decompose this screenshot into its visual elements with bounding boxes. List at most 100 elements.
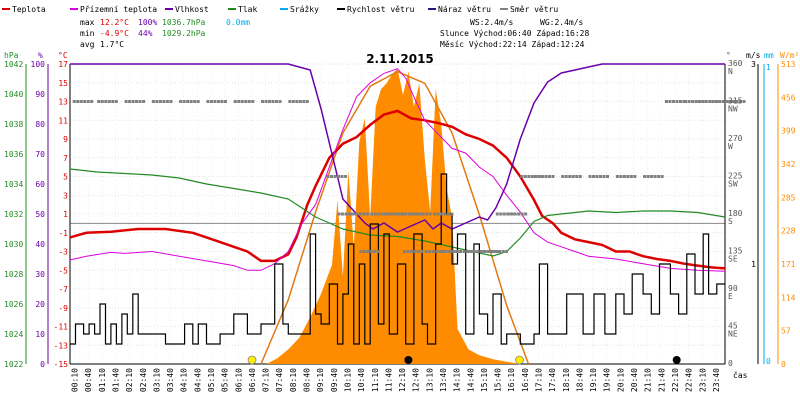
wind-direction-point <box>626 175 630 178</box>
wind-direction-point <box>428 250 432 253</box>
wind-direction-point <box>337 175 341 178</box>
legend-entry: Směr větru <box>510 5 558 14</box>
time-tick: 12:40 <box>412 368 421 392</box>
wind-direction-point <box>606 175 610 178</box>
wind-direction-point <box>413 250 417 253</box>
wind-direction-point <box>718 100 722 103</box>
wind-direction-point <box>547 175 551 178</box>
radiation-tick: 285 <box>781 193 796 202</box>
pressure-tick: 1024 <box>4 330 23 339</box>
direction-tick: 0 <box>728 359 733 368</box>
temperature-tick: -1 <box>58 229 68 238</box>
time-tick: 18:10 <box>562 368 571 392</box>
wind-direction-point <box>505 250 509 253</box>
wind-direction-point <box>520 212 524 216</box>
time-tick: 14:10 <box>453 368 462 392</box>
humidity-tick: 10 <box>35 330 45 339</box>
wind-direction-point <box>650 175 654 178</box>
wind-direction-point <box>533 175 537 178</box>
wind-direction-point <box>209 100 213 103</box>
temperature-tick: -13 <box>54 341 69 350</box>
wind-direction-point <box>162 100 166 103</box>
wind-direction-point <box>446 212 450 216</box>
time-tick: 05:10 <box>207 368 216 392</box>
wind-direction-point <box>76 100 80 103</box>
temperature-tick: 3 <box>63 191 68 200</box>
time-tick: 12:10 <box>398 368 407 392</box>
wind-direction-point <box>487 250 491 253</box>
wind-direction-point <box>186 100 190 103</box>
time-tick: 04:40 <box>193 368 202 392</box>
direction-tick: 225 <box>728 172 743 181</box>
wind-direction-point <box>732 100 735 103</box>
time-tick: 00:10 <box>71 368 80 392</box>
wind-direction-point <box>479 250 483 253</box>
wind-direction-point <box>482 250 486 253</box>
wind-direction-point <box>275 100 279 103</box>
wind-direction-point <box>237 100 241 103</box>
wind-direction-point <box>86 100 90 103</box>
pressure-tick: 1022 <box>4 360 23 369</box>
wind-direction-point <box>619 175 623 178</box>
temperature-tick: 13 <box>58 98 68 107</box>
max-temp: 12.2°C <box>100 18 129 27</box>
wind-direction-point <box>302 100 306 103</box>
wind-direction-point <box>351 212 355 216</box>
max-label: max <box>80 18 95 27</box>
time-tick: 08:10 <box>289 368 298 392</box>
wind-direction-point <box>739 100 742 103</box>
wind-direction-point <box>261 100 265 103</box>
wind-direction-point <box>520 175 524 178</box>
time-tick: 15:10 <box>480 368 489 392</box>
wind-direction-point <box>494 250 498 253</box>
moon-rise-marker <box>672 356 681 364</box>
direction-tick: 360 <box>728 59 743 68</box>
wind-direction-point <box>428 212 432 216</box>
wind-direction-point <box>369 250 373 253</box>
time-tick: 02:10 <box>125 368 134 392</box>
wind-direction-point <box>288 100 292 103</box>
wind-direction-point <box>424 250 428 253</box>
wind-direction-point <box>390 212 394 216</box>
pressure-tick: 1036 <box>4 150 23 159</box>
legend-entry: Tlak <box>238 5 257 14</box>
wind-direction-point <box>675 100 679 103</box>
time-tick: 06:40 <box>248 368 257 392</box>
legend-entry: Vlhkost <box>175 5 209 14</box>
time-tick: 21:40 <box>657 368 666 392</box>
time-tick: 09:10 <box>316 368 325 392</box>
wind-direction-point <box>383 212 387 216</box>
wind-direction-point <box>344 212 348 216</box>
wind-direction-point <box>678 100 682 103</box>
wind-direction-point <box>714 100 718 103</box>
wind-direction-point <box>501 250 505 253</box>
direction-name-tick: E <box>728 292 733 301</box>
wind-speed-stat: WS:2.4m/s <box>470 18 514 27</box>
wind-direction-point <box>416 250 420 253</box>
unit-hpa: hPa <box>4 51 19 60</box>
wind-direction-point <box>362 250 366 253</box>
humidity-tick: 20 <box>35 300 45 309</box>
humidity-tick: 30 <box>35 270 45 279</box>
wind-direction-point <box>704 100 708 103</box>
wind-direction-point <box>138 100 142 103</box>
temperature-tick: 15 <box>58 79 68 88</box>
wind-direction-point <box>682 100 686 103</box>
direction-tick: 270 <box>728 134 743 143</box>
direction-tick: 45 <box>728 322 738 331</box>
wind-direction-point <box>278 100 282 103</box>
wind-direction-point <box>432 212 436 216</box>
wind-direction-point <box>348 212 352 216</box>
pressure-tick: 1034 <box>4 180 23 189</box>
wind-direction-point <box>527 175 531 178</box>
wind-direction-point <box>438 250 442 253</box>
legend-entry: Náraz větru <box>438 5 491 14</box>
time-tick: 08:40 <box>303 368 312 392</box>
plot-area <box>69 63 746 365</box>
humidity-tick: 60 <box>35 180 45 189</box>
time-tick: 00:40 <box>84 368 93 392</box>
wind-direction-point <box>344 175 348 178</box>
wind-direction-point <box>425 212 429 216</box>
avg-label: avg <box>80 40 95 49</box>
temperature-tick: 5 <box>63 173 68 182</box>
